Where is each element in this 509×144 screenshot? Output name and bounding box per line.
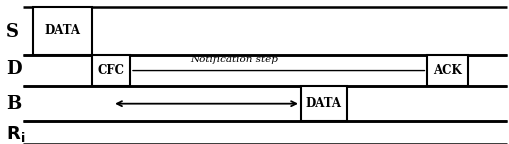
Text: DATA: DATA	[305, 97, 341, 110]
Text: DATA: DATA	[44, 24, 80, 37]
Text: B: B	[6, 95, 21, 113]
Text: CFC: CFC	[97, 64, 124, 77]
Bar	[300, 86, 346, 121]
Bar	[427, 55, 467, 86]
Text: ACK: ACK	[433, 64, 461, 77]
Text: Notification step: Notification step	[190, 55, 278, 64]
Bar	[33, 7, 92, 55]
Bar	[92, 55, 130, 86]
Text: $\mathbf{R_i}$: $\mathbf{R_i}$	[6, 124, 25, 144]
Text: D: D	[6, 60, 22, 78]
Text: S: S	[6, 23, 19, 41]
